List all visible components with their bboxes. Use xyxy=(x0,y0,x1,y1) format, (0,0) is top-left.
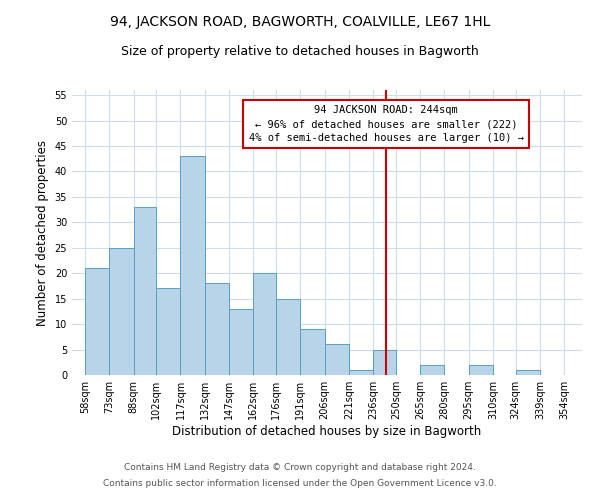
Bar xyxy=(325,344,349,375)
Bar xyxy=(253,273,276,375)
Bar xyxy=(300,329,325,375)
Text: Contains HM Land Registry data © Crown copyright and database right 2024.: Contains HM Land Registry data © Crown c… xyxy=(124,464,476,472)
Bar xyxy=(420,365,445,375)
Bar xyxy=(156,288,181,375)
X-axis label: Distribution of detached houses by size in Bagworth: Distribution of detached houses by size … xyxy=(172,425,482,438)
Bar xyxy=(205,284,229,375)
Text: 94 JACKSON ROAD: 244sqm
← 96% of detached houses are smaller (222)
4% of semi-de: 94 JACKSON ROAD: 244sqm ← 96% of detache… xyxy=(248,106,524,144)
Bar xyxy=(134,207,156,375)
Text: Contains public sector information licensed under the Open Government Licence v3: Contains public sector information licen… xyxy=(103,478,497,488)
Bar xyxy=(109,248,134,375)
Text: Size of property relative to detached houses in Bagworth: Size of property relative to detached ho… xyxy=(121,45,479,58)
Bar xyxy=(373,350,396,375)
Bar xyxy=(229,309,253,375)
Bar xyxy=(276,298,300,375)
Bar xyxy=(515,370,540,375)
Y-axis label: Number of detached properties: Number of detached properties xyxy=(36,140,49,326)
Bar xyxy=(181,156,205,375)
Bar xyxy=(85,268,109,375)
Bar xyxy=(469,365,493,375)
Bar xyxy=(349,370,373,375)
Text: 94, JACKSON ROAD, BAGWORTH, COALVILLE, LE67 1HL: 94, JACKSON ROAD, BAGWORTH, COALVILLE, L… xyxy=(110,15,490,29)
